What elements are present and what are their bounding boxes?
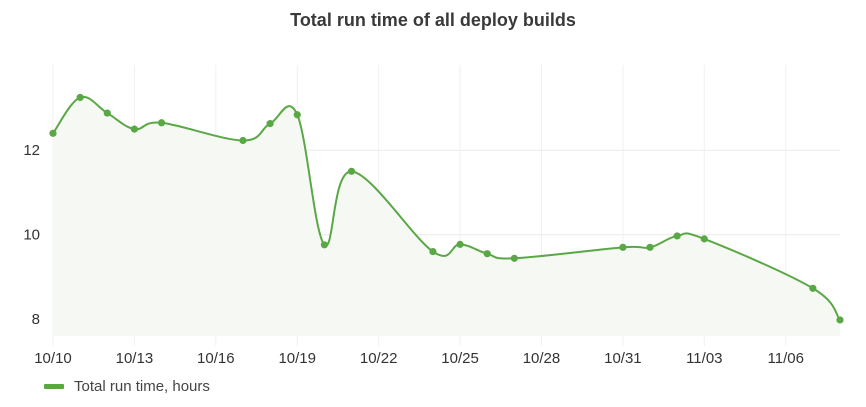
chart-title: Total run time of all deploy builds <box>290 10 576 30</box>
legend-swatch <box>44 384 64 389</box>
data-point <box>239 136 247 145</box>
data-point <box>266 120 274 128</box>
x-tick-label: 11/06 <box>768 350 804 367</box>
x-tick-label: 10/22 <box>360 350 398 367</box>
data-point <box>103 109 111 117</box>
y-tick-labels: 8 10 12 <box>23 142 40 328</box>
data-point <box>76 93 84 102</box>
data-point <box>510 254 518 262</box>
data-points <box>49 93 844 324</box>
data-point <box>429 247 437 256</box>
data-point <box>700 235 708 243</box>
x-tick-label: 10/19 <box>278 350 316 367</box>
legend[interactable]: Total run time, hours <box>44 378 210 395</box>
data-point <box>130 125 139 133</box>
x-tick-label: 10/25 <box>441 350 479 367</box>
data-point <box>293 111 301 119</box>
x-tick-labels: 10/10 10/13 10/16 10/19 10/22 10/25 10/28 10/31… <box>34 350 804 367</box>
x-tick-label: 10/31 <box>604 350 642 367</box>
data-point <box>320 241 328 249</box>
data-point <box>483 250 491 258</box>
data-point <box>809 284 817 292</box>
legend-label: Total run time, hours <box>74 378 210 395</box>
y-tick-label: 8 <box>32 311 40 328</box>
area-fill <box>53 96 840 336</box>
x-tick-label: 10/13 <box>116 350 154 367</box>
data-point <box>157 119 166 127</box>
data-point <box>619 243 627 251</box>
y-tick-label: 12 <box>23 142 40 159</box>
data-point <box>646 243 654 251</box>
y-tick-label: 10 <box>23 227 40 244</box>
x-tick-label: 10/28 <box>523 350 561 367</box>
data-point <box>49 129 57 137</box>
x-tick-label: 10/10 <box>34 350 72 367</box>
x-tick-label: 11/03 <box>686 350 722 367</box>
series-area <box>53 96 840 336</box>
data-point <box>836 316 844 324</box>
x-tick-label: 10/16 <box>197 350 235 367</box>
data-point <box>456 240 464 248</box>
data-point <box>673 232 681 240</box>
data-point <box>347 167 356 175</box>
